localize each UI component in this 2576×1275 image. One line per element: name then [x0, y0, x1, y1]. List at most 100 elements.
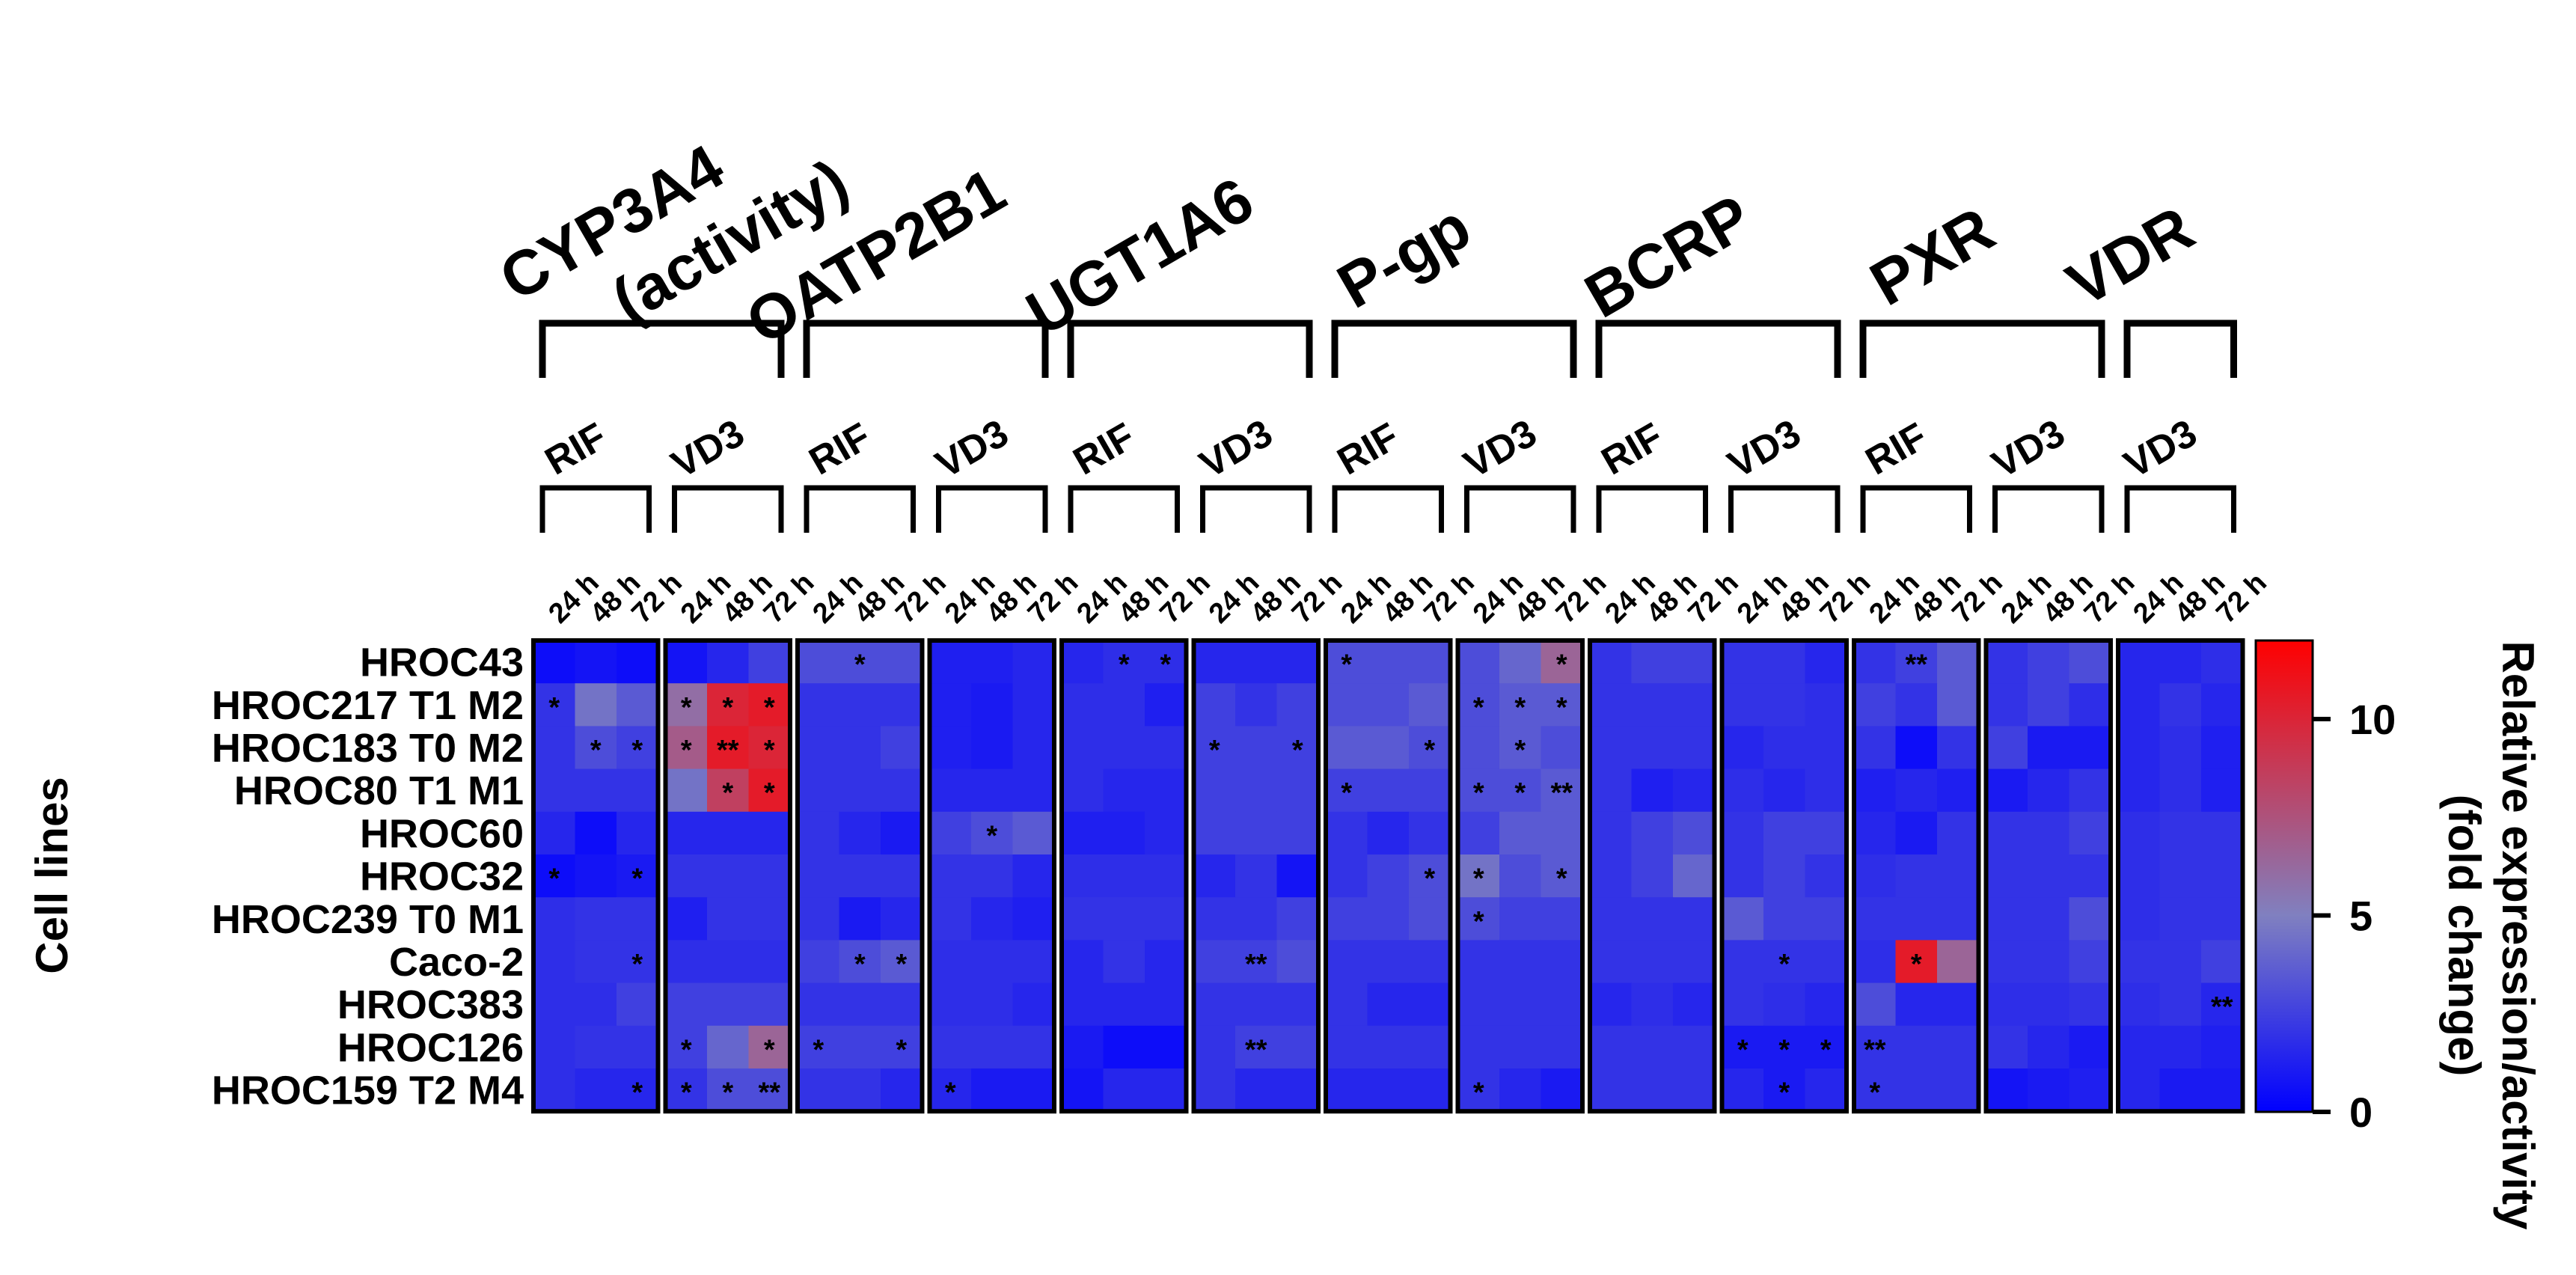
heatmap-cell [1854, 854, 1897, 898]
heatmap-cell [1590, 940, 1633, 984]
heatmap-cell [1062, 982, 1104, 1027]
heatmap-cell [1276, 726, 1319, 770]
heatmap-cell [1937, 982, 1980, 1027]
colorbar-tick-label: 0 [2349, 1089, 2372, 1136]
heatmap-cell [1409, 940, 1451, 984]
gene-bracket [1067, 319, 1313, 378]
heatmap-cell [1631, 726, 1674, 770]
treatment-bracket [1728, 485, 1841, 533]
heatmap-cell [1499, 1068, 1542, 1112]
significance-mark: * [764, 735, 775, 766]
significance-mark: * [1778, 1077, 1790, 1109]
heatmap-cell [1367, 640, 1410, 684]
heatmap-cell [798, 811, 840, 855]
heatmap-cell [748, 1025, 791, 1069]
heatmap-cell [665, 982, 708, 1027]
significance-mark: ** [2211, 991, 2233, 1023]
treatment-bracket [804, 485, 916, 533]
treatment-label: VD3 [1193, 412, 1280, 487]
significance-mark: * [854, 949, 866, 980]
timepoint-label: 72 h [1550, 567, 1612, 629]
heatmap-cell [1763, 1025, 1806, 1069]
heatmap-cell [1145, 811, 1187, 855]
timepoint-label: 72 h [890, 567, 952, 629]
heatmap-cell [1326, 1025, 1368, 1069]
gene-header-line: BCRP [1573, 181, 1763, 331]
heatmap-cell [1457, 640, 1500, 684]
heatmap-cell [748, 982, 791, 1027]
heatmap-cell [748, 940, 791, 984]
heatmap-cell [839, 854, 881, 898]
heatmap-cell [1276, 940, 1319, 984]
heatmap-cell [1763, 683, 1806, 727]
heatmap-cell [1103, 940, 1145, 984]
heatmap-cell [2118, 982, 2161, 1027]
heatmap-cell [2028, 726, 2070, 770]
heatmap-cell [533, 897, 576, 941]
heatmap-cell [617, 1025, 659, 1069]
heatmap-cell [533, 726, 576, 770]
heatmap-cell [1805, 811, 1847, 855]
heatmap-cell [1763, 1068, 1806, 1112]
heatmap-cell [1457, 897, 1500, 941]
heatmap-cell [1012, 811, 1055, 855]
heatmap-cell [748, 768, 791, 813]
heatmap-cell [1062, 1068, 1104, 1112]
heatmap-cell [2028, 640, 2070, 684]
significance-mark: * [1473, 1077, 1484, 1109]
heatmap-cell [929, 768, 972, 813]
heatmap-cell [2069, 768, 2111, 813]
significance-mark: * [986, 820, 997, 851]
heatmap-cell [1012, 726, 1055, 770]
heatmap-cell [1805, 726, 1847, 770]
heatmap-cell [1235, 640, 1278, 684]
heatmap-cell [1409, 811, 1451, 855]
heatmap-cell [1854, 1068, 1897, 1112]
heatmap-cell [1986, 768, 2028, 813]
heatmap-cell [1012, 1025, 1055, 1069]
heatmap-cell [575, 726, 617, 770]
significance-mark: ** [1550, 777, 1573, 809]
significance-mark: * [1737, 1034, 1749, 1065]
heatmap-cell [1276, 768, 1319, 813]
treatment-label: RIF [1594, 415, 1671, 483]
significance-mark: * [764, 777, 775, 809]
heatmap-cell [1103, 640, 1145, 684]
treatment-bracket [1596, 485, 1708, 533]
timepoint-label: 72 h [2078, 567, 2141, 629]
significance-marks: * * * * * *** * * * * * ** * * ** * * * * ** * * * * **** * * * *** *… [548, 649, 2233, 1109]
heatmap-cell [2159, 1068, 2202, 1112]
heatmap-cell [1062, 683, 1104, 727]
significance-mark: * [1209, 735, 1220, 766]
heatmap-cell [1937, 940, 1980, 984]
heatmap-cell [2118, 683, 2161, 727]
row-label: HROC43 [360, 640, 524, 685]
heatmap-cell [1763, 640, 1806, 684]
heatmap-cell [1763, 768, 1806, 813]
heatmap-cell [1457, 982, 1500, 1027]
heatmap-cell [1235, 768, 1278, 813]
heatmap-cell [1235, 854, 1278, 898]
heatmap-cell [2069, 1025, 2111, 1069]
heatmap-cell [1012, 683, 1055, 727]
heatmap-cell [1722, 854, 1764, 898]
heatmap-cell [1062, 768, 1104, 813]
heatmap-cell [1805, 1068, 1847, 1112]
heatmap-cell [1895, 897, 1938, 941]
heatmap-cell [1805, 897, 1847, 941]
heatmap-cell [929, 683, 972, 727]
heatmap-cell [707, 897, 750, 941]
heatmap-cell [1457, 811, 1500, 855]
heatmap-cell [2201, 1068, 2244, 1112]
row-label: HROC126 [337, 1025, 524, 1070]
heatmap-cell [839, 1068, 881, 1112]
heatmap-cell [839, 683, 881, 727]
significance-mark: * [1911, 949, 1922, 980]
treatment-label: VD3 [1721, 412, 1808, 487]
timepoint-labels: 24 h48 h72 h24 h48 h72 h24 h48 h72 h24 h… [542, 567, 2272, 629]
heatmap-cell [1895, 854, 1938, 898]
heatmap-cell [1012, 940, 1055, 984]
heatmap-cell [2028, 854, 2070, 898]
heatmap-cell [1631, 897, 1674, 941]
heatmap-cell [1193, 811, 1236, 855]
